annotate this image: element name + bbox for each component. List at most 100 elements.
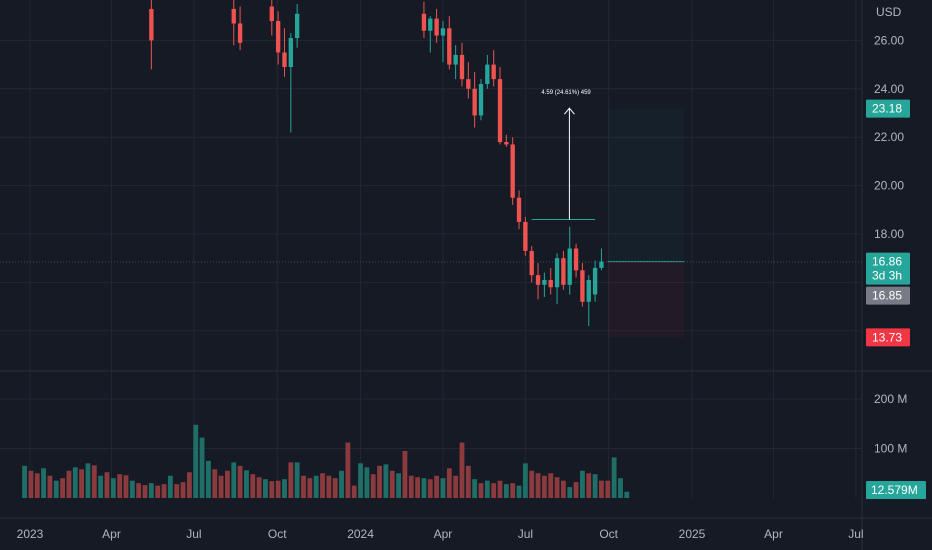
candle — [523, 217, 528, 256]
volume-bar — [301, 475, 306, 498]
volume-bar — [22, 465, 27, 498]
volume-bar — [415, 477, 421, 498]
volume-bars — [22, 424, 630, 498]
candle-body — [554, 258, 560, 288]
volume-bar — [79, 469, 85, 498]
candle-body — [421, 13, 427, 31]
candle — [275, 11, 281, 65]
candle — [599, 248, 604, 271]
candle-body — [237, 23, 243, 43]
volume-bar — [212, 469, 218, 498]
volume-bar — [599, 480, 604, 498]
candle — [567, 226, 572, 295]
volume-bar — [72, 467, 78, 498]
candle-body — [466, 79, 471, 89]
candle-body — [580, 270, 585, 302]
candle-body — [567, 248, 572, 285]
volume-bar — [136, 483, 142, 498]
volume-bar — [85, 463, 91, 498]
volume-bar — [491, 483, 497, 498]
volume-bar — [161, 484, 167, 498]
volume-bar — [421, 478, 427, 498]
volume-bar — [47, 475, 53, 498]
candle — [535, 263, 541, 300]
volume-bar — [529, 470, 535, 498]
price-tick-label: 24.00 — [874, 82, 904, 96]
candle-body — [573, 248, 579, 271]
volume-bar — [427, 479, 433, 498]
candle — [478, 79, 484, 121]
volume-bar — [497, 480, 503, 498]
candle-body — [586, 279, 591, 302]
candle — [529, 246, 534, 283]
time-tick-label: Jul — [518, 527, 533, 541]
prev-close-badge-bg — [866, 286, 910, 305]
volume-bar — [465, 465, 471, 498]
price-axis[interactable]: USD 26.00 24.00 22.00 20.00 18.00 — [874, 5, 904, 241]
candle-body — [497, 79, 503, 143]
volume-bar — [567, 487, 573, 498]
candle-body — [542, 279, 547, 285]
candle-body — [428, 18, 433, 31]
volume-bar — [345, 442, 351, 498]
volume-bar — [244, 470, 249, 498]
time-tick-label: Apr — [434, 527, 453, 541]
candle-body — [472, 88, 477, 116]
time-tick-label: Oct — [599, 527, 618, 541]
volume-bar — [288, 462, 294, 498]
candle-body — [231, 8, 236, 24]
currency-label: USD — [876, 5, 902, 19]
candle — [440, 21, 446, 63]
volume-bar — [339, 470, 344, 498]
volume-bar — [142, 485, 148, 498]
volume-bar — [364, 467, 370, 498]
candle — [447, 16, 452, 70]
candle — [231, 0, 236, 46]
volume-bar — [573, 482, 579, 498]
candle — [459, 42, 465, 87]
candle-body — [485, 64, 490, 84]
volume-badge-text: 12.579M — [871, 483, 918, 497]
candle — [491, 50, 496, 87]
candle-body — [504, 142, 509, 145]
volume-bar — [510, 483, 516, 498]
volume-bar — [282, 479, 287, 498]
candle — [504, 134, 509, 147]
volume-tick-label: 100 M — [874, 442, 907, 456]
volume-bar — [275, 480, 281, 498]
volume-bar — [383, 464, 389, 498]
drawing-overlays[interactable]: 4.59 (24.61%) 459 — [531, 90, 596, 220]
volume-bar — [41, 468, 47, 498]
volume-bar — [66, 470, 72, 498]
volume-badge: 12.579M — [866, 481, 926, 499]
volume-bar — [237, 465, 243, 498]
volume-bar — [396, 473, 402, 498]
prev-close-badge: 16.85 — [866, 286, 910, 305]
volume-bar — [592, 474, 598, 498]
candle — [434, 8, 439, 43]
volume-bar — [560, 480, 566, 498]
target-price-badge-bg — [866, 99, 910, 118]
candle — [237, 6, 243, 51]
target-price-badge: 23.18 — [866, 99, 910, 118]
candle — [510, 137, 515, 205]
time-axis[interactable]: 2023 Apr Jul Oct 2024 Apr Jul Oct 2025 Apr Jul — [0, 517, 932, 541]
volume-bar — [34, 473, 40, 498]
candle — [421, 1, 427, 38]
current-price-badge-bg — [866, 252, 910, 285]
volume-bar — [503, 484, 509, 498]
candle-body — [535, 275, 541, 285]
candle — [542, 272, 547, 297]
candle — [554, 253, 560, 305]
volume-bar — [269, 481, 275, 498]
volume-bar — [294, 462, 300, 498]
candle — [269, 0, 274, 36]
candle-body — [548, 279, 553, 288]
volume-bar — [256, 477, 262, 498]
stop-price-badge: 13.73 — [866, 328, 910, 347]
volume-bar — [472, 479, 478, 498]
